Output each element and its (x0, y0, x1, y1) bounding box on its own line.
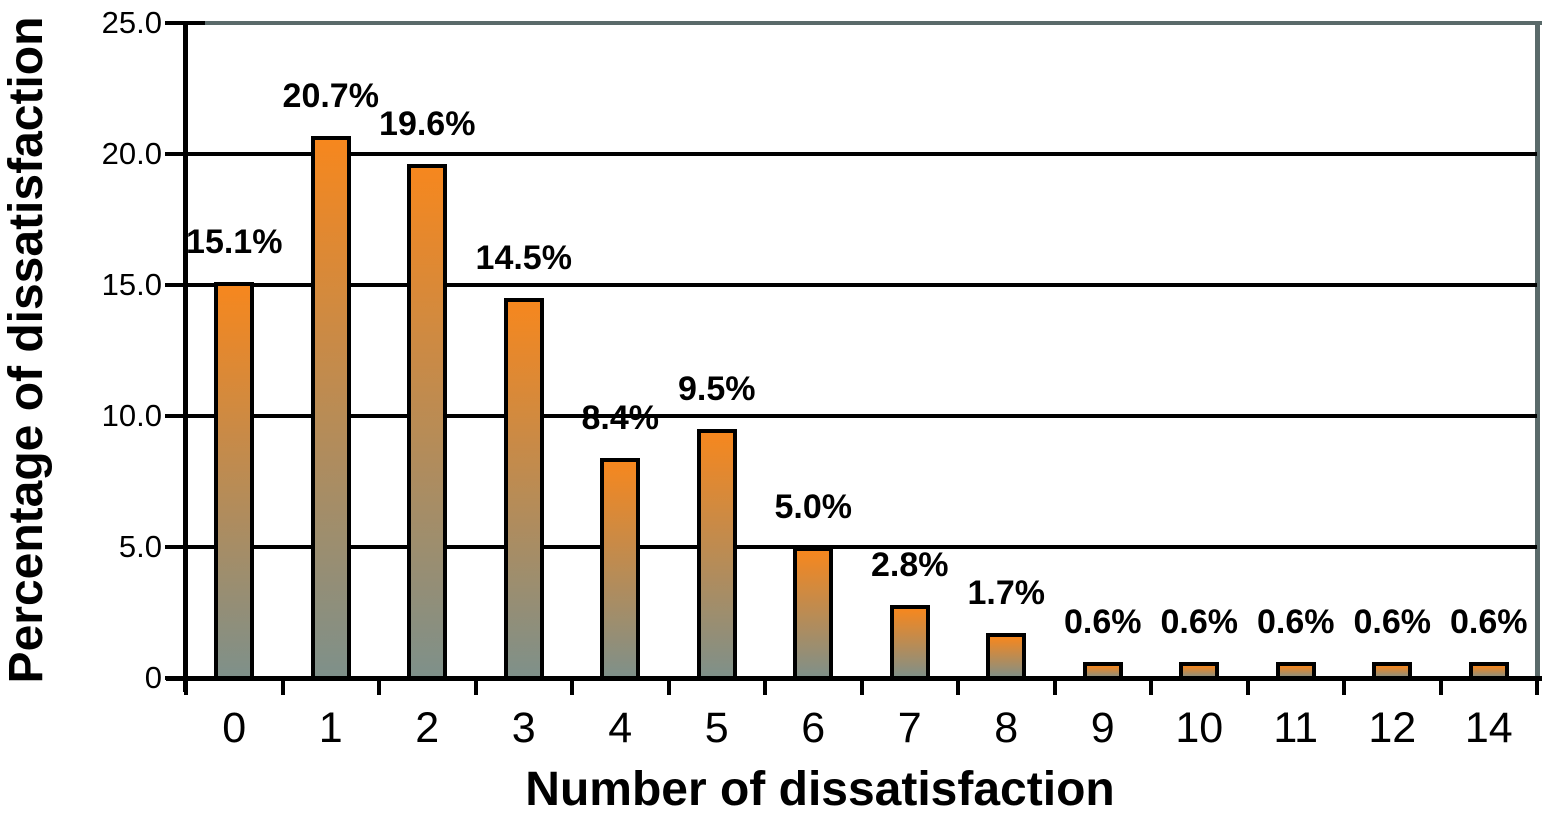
gridline (186, 545, 1537, 549)
x-axis-tick (377, 678, 381, 695)
y-tick-label: 20.0 (101, 136, 162, 171)
value-label: 0.6% (1160, 603, 1239, 642)
x-tick-label: 3 (511, 704, 536, 752)
value-label: 0.6% (1257, 603, 1335, 642)
plot-right-border (1535, 21, 1540, 680)
bar (1179, 662, 1220, 678)
x-axis-tick (1245, 678, 1250, 695)
value-label: 14.5% (475, 239, 572, 278)
value-label: 8.4% (581, 398, 660, 437)
y-tick-label: 5.0 (118, 529, 162, 564)
bar (310, 135, 351, 678)
bar (1468, 662, 1509, 678)
x-axis-tick (1149, 678, 1153, 695)
plot-top-border (186, 21, 1542, 25)
value-label: 20.7% (282, 76, 379, 115)
value-label: 5.0% (774, 488, 853, 526)
y-axis-tick (165, 21, 205, 25)
value-label: 2.8% (871, 545, 949, 584)
x-axis-line (166, 676, 1542, 681)
value-label: 9.5% (678, 370, 756, 409)
x-tick-label: 14 (1464, 704, 1513, 752)
y-tick-label: 10.0 (101, 398, 162, 433)
x-tick-label: 6 (801, 704, 826, 752)
y-axis-tick (165, 545, 205, 549)
x-tick-label: 5 (704, 704, 729, 752)
gridline (186, 283, 1537, 287)
x-axis-tick (763, 678, 767, 695)
value-label: 0.6% (1353, 603, 1432, 642)
x-axis-tick (184, 678, 188, 695)
bar (1372, 662, 1413, 678)
x-axis-tick (280, 678, 285, 695)
x-tick-label: 2 (415, 704, 440, 752)
bar (793, 547, 834, 678)
y-tick-label: 0 (144, 660, 162, 695)
gridline (186, 152, 1537, 156)
x-tick-label: 4 (608, 704, 633, 752)
value-label: 0.6% (1450, 603, 1528, 642)
bar (503, 298, 544, 678)
bar (696, 429, 737, 678)
y-axis-tick (165, 283, 205, 287)
x-axis-tick (1438, 678, 1443, 695)
x-axis-tick (859, 678, 864, 695)
x-tick-label: 0 (222, 704, 247, 752)
x-axis-tick (1535, 678, 1539, 695)
x-axis-tick (1052, 678, 1057, 695)
bar (214, 282, 255, 678)
x-axis-title: Number of dissatisfaction (525, 763, 1115, 816)
value-label: 19.6% (379, 105, 476, 144)
y-tick-label: 25.0 (101, 5, 162, 40)
bar (1082, 662, 1123, 678)
y-tick-label: 15.0 (101, 267, 162, 302)
value-label: 0.6% (1064, 603, 1142, 642)
x-tick-label: 1 (318, 704, 343, 752)
bar (986, 633, 1027, 678)
gridline (186, 414, 1537, 418)
bar (407, 164, 448, 678)
bar (600, 457, 641, 678)
x-tick-label: 9 (1090, 704, 1115, 752)
value-label: 1.7% (967, 574, 1046, 613)
y-axis-line (183, 21, 188, 692)
y-axis-tick (165, 414, 205, 418)
y-axis-tick (165, 152, 205, 156)
x-axis-tick (570, 678, 574, 695)
x-axis-tick (1342, 678, 1346, 695)
x-tick-label: 12 (1368, 704, 1417, 752)
x-tick-label: 7 (897, 704, 922, 752)
y-axis-title: Percentage of dissatisfaction (0, 16, 53, 684)
x-tick-label: 11 (1273, 704, 1319, 752)
bar (1275, 662, 1316, 678)
x-axis-tick (666, 678, 671, 695)
bar (889, 604, 930, 678)
x-axis-tick (956, 678, 960, 695)
x-axis-tick (473, 678, 478, 695)
value-label: 15.1% (186, 223, 283, 262)
x-tick-label: 8 (994, 704, 1019, 752)
x-tick-label: 10 (1175, 704, 1224, 752)
